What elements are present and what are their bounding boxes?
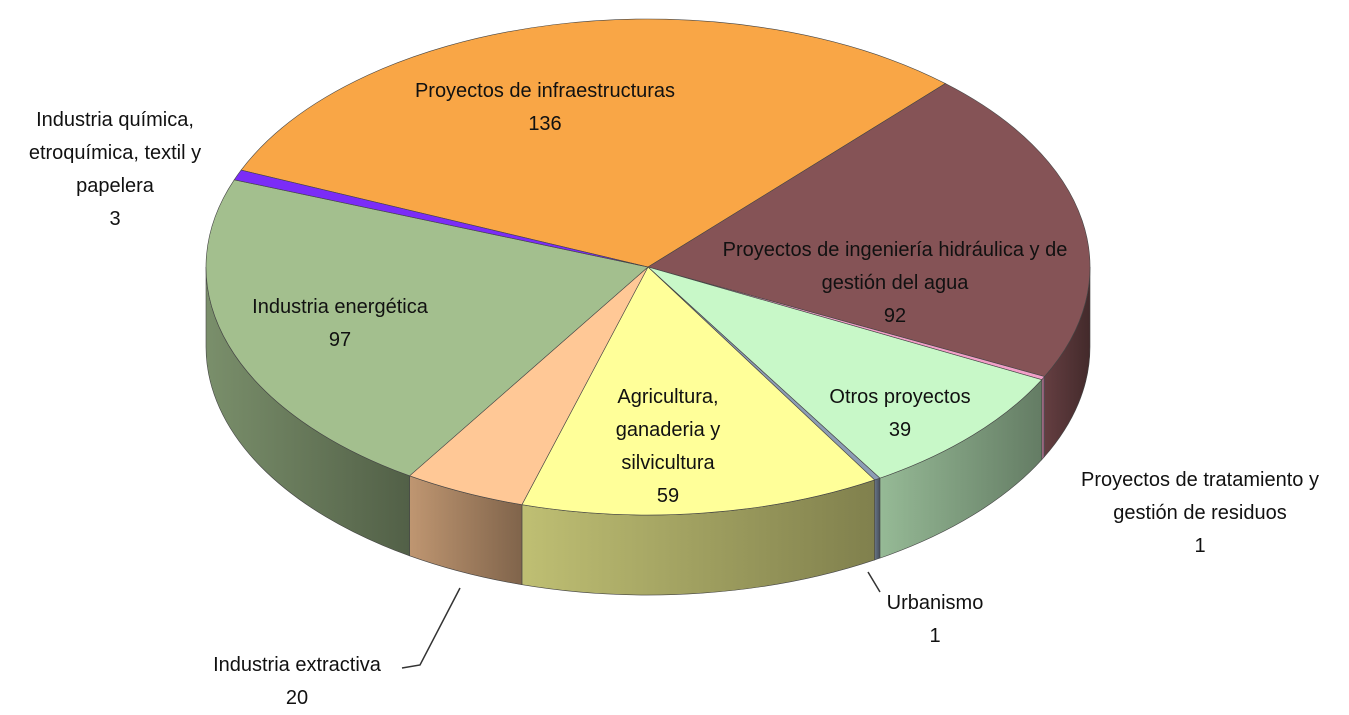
label-value: 20: [285, 687, 309, 709]
label-name: Industria extractiva: [213, 654, 381, 676]
label-name: Urbanismo: [886, 592, 984, 614]
slice: [647, 83, 1091, 377]
slice-side: [874, 477, 881, 561]
label-name: Proyectos de infraestructuras: [414, 80, 676, 102]
label-name: Proyectos de ingeniería hidráulica y de …: [722, 239, 1068, 294]
label-value: 1: [1194, 535, 1206, 557]
slice: [521, 266, 876, 516]
leader-line: [401, 587, 461, 669]
data-label: Proyectos de ingeniería hidráulica y de …: [695, 234, 1095, 333]
label-value: 1: [929, 625, 941, 647]
data-label: Agricultura, ganaderia y silvicultura 59: [593, 381, 743, 513]
data-label: Industria energética 97: [210, 291, 470, 357]
label-value: 39: [888, 419, 912, 441]
data-label: Otros proyectos 39: [770, 381, 1030, 447]
leader-line: [867, 571, 881, 593]
label-value: 92: [883, 305, 907, 327]
label-name: Industria química, etroquímica, textil y…: [28, 109, 202, 197]
slice: [233, 169, 649, 268]
label-name: Otros proyectos: [829, 386, 971, 408]
data-label: Proyectos de tratamiento y gestión de re…: [1050, 464, 1349, 563]
slice: [647, 266, 1043, 479]
slice: [205, 179, 649, 477]
label-name: Proyectos de tratamiento y gestión de re…: [1081, 469, 1319, 524]
label-value: 3: [109, 208, 121, 230]
data-label: Industria química, etroquímica, textil y…: [0, 104, 230, 236]
data-label: Urbanismo 1: [835, 587, 1035, 653]
label-value: 136: [528, 113, 562, 135]
label-name: Industria energética: [252, 296, 428, 318]
data-label: Proyectos de infraestructuras 136: [345, 75, 745, 141]
label-name: Agricultura, ganaderia y silvicultura: [615, 386, 721, 474]
data-label: Industria extractiva 20: [177, 649, 417, 715]
slice-side: [1041, 375, 1045, 461]
label-value: 97: [328, 329, 352, 351]
slice: [240, 18, 947, 268]
label-value: 59: [656, 485, 680, 507]
